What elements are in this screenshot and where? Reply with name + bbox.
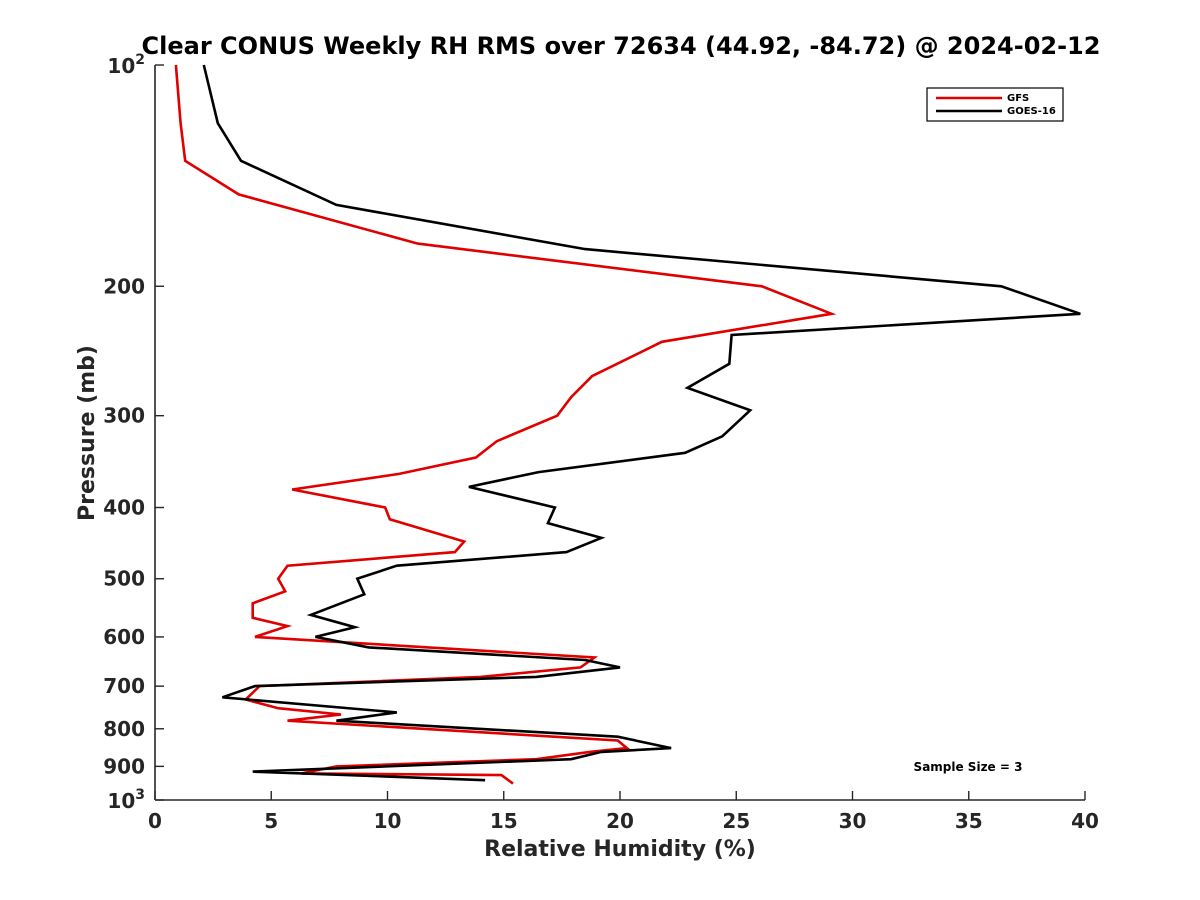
y-axis-label: Pressure (mb)	[75, 345, 100, 521]
x-tick-label: 20	[606, 809, 634, 833]
plot-area	[155, 65, 1085, 800]
x-tick-label: 0	[148, 809, 162, 833]
y-tick-label: 800	[103, 717, 145, 741]
series-line-goes16	[202, 64, 1081, 782]
x-axis-label: Relative Humidity (%)	[484, 837, 756, 862]
y-tick-label: 700	[103, 674, 145, 698]
series-layer	[174, 64, 1081, 785]
legend-label-goes16: GOES-16	[1007, 106, 1056, 117]
y-tick-label: 200	[103, 274, 145, 298]
chart-title: Clear CONUS Weekly RH RMS over 72634 (44…	[142, 32, 1101, 60]
ticks-layer: 0 5 10 15 20 25 30 35 40 102 200 300 400 500 600 700 800…	[103, 52, 1099, 833]
legend-label-gfs: GFS	[1007, 93, 1029, 104]
x-tick-label: 40	[1071, 809, 1099, 833]
y-tick-label: 102	[107, 52, 145, 78]
y-tick-label: 600	[103, 625, 145, 649]
x-tick-label: 30	[839, 809, 867, 833]
series-line-gfs	[174, 64, 837, 785]
y-tick-label: 500	[103, 567, 145, 591]
legend-box	[926, 87, 1064, 122]
sample-size-annotation: Sample Size = 3	[914, 760, 1023, 774]
legend: GFS GOES-16	[926, 87, 1064, 122]
y-tick-label: 900	[103, 754, 145, 778]
x-tick-label: 15	[490, 809, 518, 833]
x-tick-label: 5	[264, 809, 278, 833]
x-tick-label: 35	[955, 809, 983, 833]
x-tick-label: 25	[722, 809, 750, 833]
y-tick-label: 103	[107, 787, 145, 813]
y-tick-label: 400	[103, 496, 145, 520]
x-tick-label: 10	[374, 809, 402, 833]
y-tick-label: 300	[103, 404, 145, 428]
